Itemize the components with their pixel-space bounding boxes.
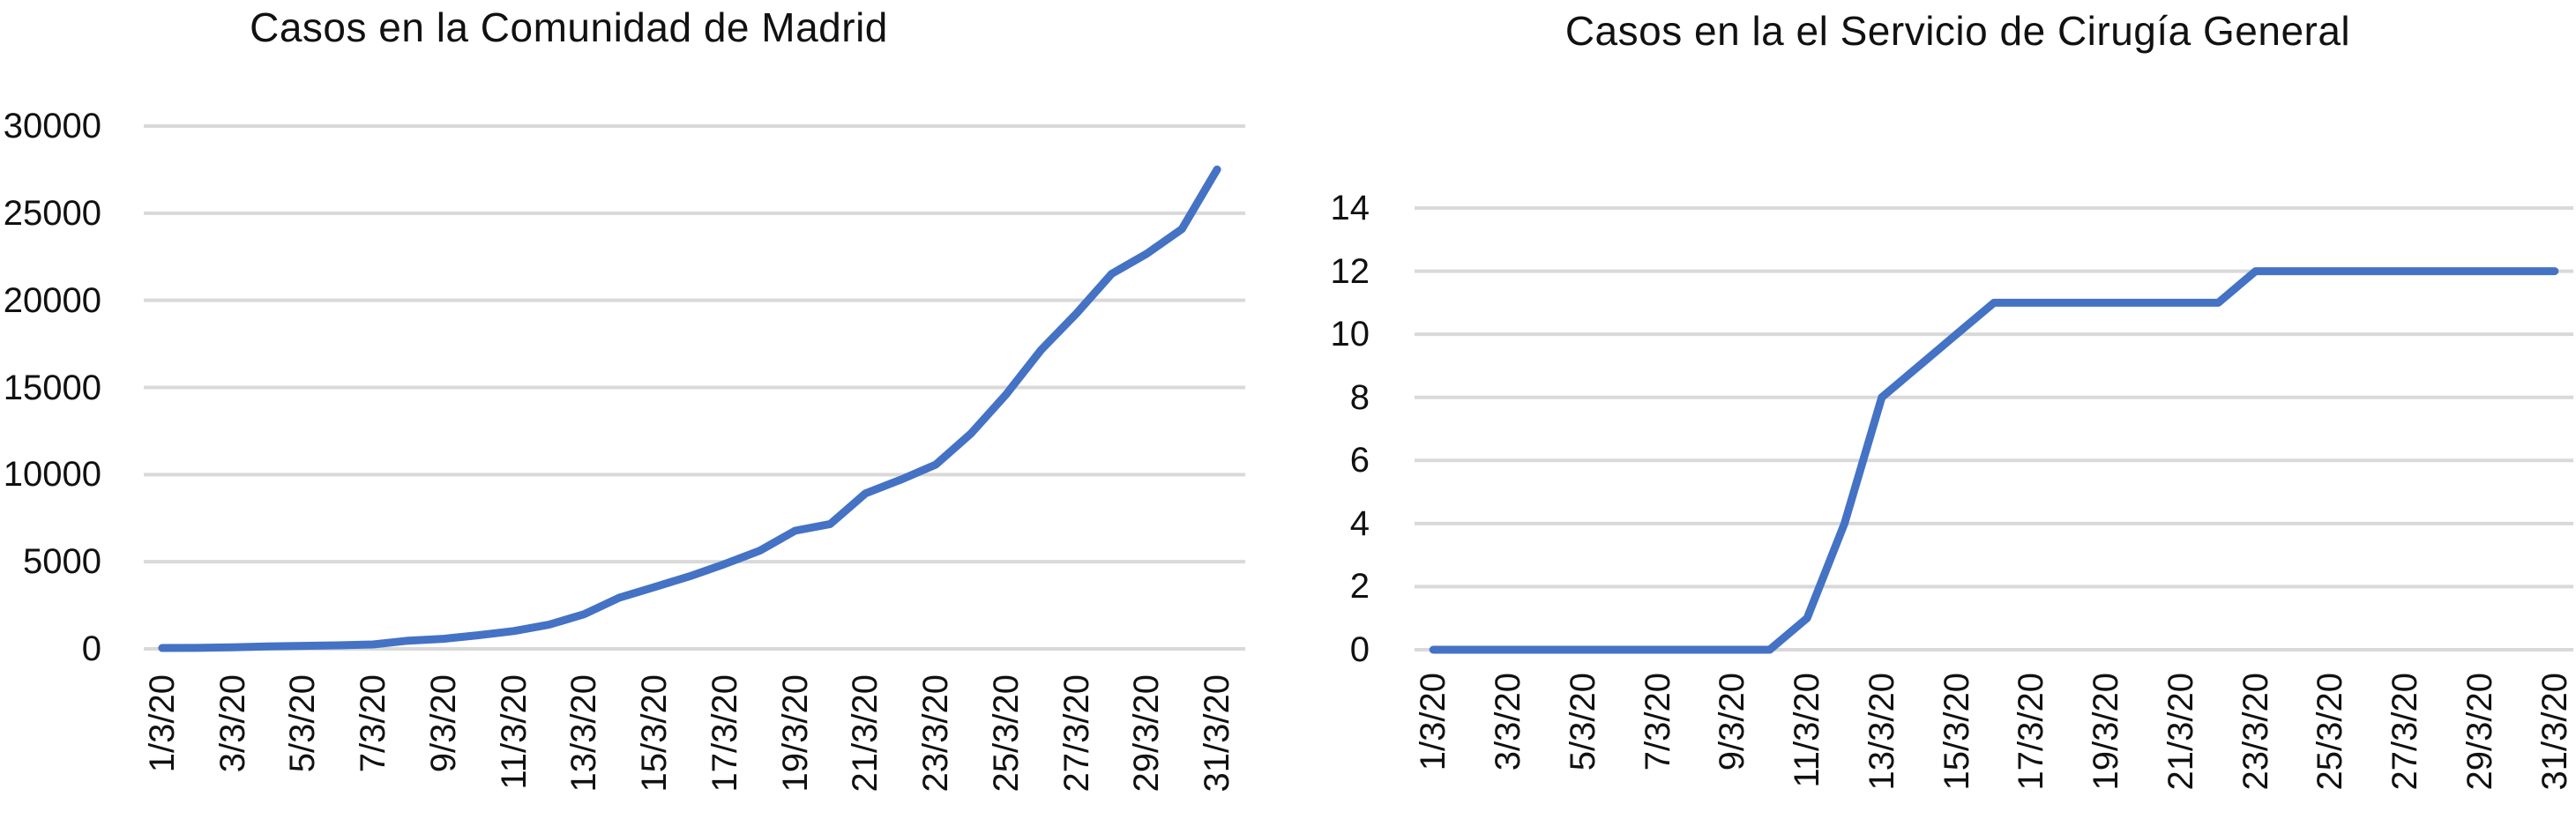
x-axis-tick-label: 29/3/20 bbox=[2460, 673, 2500, 791]
y-axis-tick-label: 0 bbox=[81, 629, 101, 668]
x-axis-tick-label: 9/3/20 bbox=[423, 674, 463, 773]
x-axis-tick-label: 3/3/20 bbox=[213, 674, 252, 773]
chart-madrid-title: Casos en la Comunidad de Madrid bbox=[250, 4, 888, 50]
x-axis-tick-label: 21/3/20 bbox=[2161, 673, 2200, 791]
x-axis-tick-label: 11/3/20 bbox=[494, 674, 534, 790]
x-axis-tick-label: 25/3/20 bbox=[2311, 673, 2350, 791]
y-axis-tick-label: 2 bbox=[1349, 567, 1370, 607]
x-axis-tick-label: 17/3/20 bbox=[2012, 673, 2051, 791]
x-axis-tick-label: 1/3/20 bbox=[142, 674, 182, 773]
x-axis-tick-label: 29/3/20 bbox=[1127, 674, 1167, 793]
x-axis-tick-label: 9/3/20 bbox=[1713, 673, 1752, 771]
x-axis-tick-label: 5/3/20 bbox=[1563, 673, 1602, 771]
y-axis-tick-label: 12 bbox=[1330, 251, 1370, 291]
x-axis-tick-label: 27/3/20 bbox=[1057, 674, 1096, 793]
x-axis-tick-label: 23/3/20 bbox=[2236, 673, 2275, 791]
y-axis-tick-label: 6 bbox=[1349, 441, 1370, 480]
x-axis-tick-label: 7/3/20 bbox=[354, 674, 393, 773]
x-axis-tick-label: 3/3/20 bbox=[1488, 673, 1527, 771]
y-axis-tick-label: 10000 bbox=[3, 455, 101, 495]
x-axis-tick-label: 15/3/20 bbox=[1937, 673, 1976, 791]
x-axis-tick-label: 13/3/20 bbox=[564, 674, 604, 793]
x-axis-tick-label: 5/3/20 bbox=[283, 674, 323, 773]
x-axis-tick-label: 1/3/20 bbox=[1414, 673, 1453, 771]
y-axis-tick-label: 4 bbox=[1349, 503, 1370, 543]
x-axis-tick-label: 21/3/20 bbox=[846, 674, 885, 793]
y-axis-tick-label: 25000 bbox=[3, 193, 101, 233]
x-axis-tick-label: 27/3/20 bbox=[2386, 673, 2425, 791]
y-axis-tick-label: 14 bbox=[1330, 189, 1370, 227]
chart-cirugia-title: Casos en la el Servicio de Cirugía Gener… bbox=[1564, 8, 2351, 54]
x-axis-tick-label: 13/3/20 bbox=[1862, 673, 1901, 791]
x-axis-tick-label: 15/3/20 bbox=[635, 674, 675, 793]
y-axis-tick-label: 5000 bbox=[23, 542, 101, 582]
y-axis-tick-label: 10 bbox=[1330, 315, 1370, 354]
x-axis-tick-label: 19/3/20 bbox=[775, 674, 815, 793]
y-axis-tick-label: 0 bbox=[1349, 630, 1370, 669]
data-series-line bbox=[158, 165, 1221, 652]
x-axis-tick-label: 11/3/20 bbox=[1788, 673, 1827, 788]
x-axis-tick-label: 19/3/20 bbox=[2087, 673, 2126, 791]
y-axis-tick-label: 8 bbox=[1349, 377, 1370, 417]
x-axis-tick-label: 17/3/20 bbox=[705, 674, 744, 793]
x-axis-tick-label: 7/3/20 bbox=[1638, 673, 1677, 771]
x-axis-tick-label: 23/3/20 bbox=[916, 674, 956, 793]
y-axis-tick-label: 20000 bbox=[3, 280, 101, 320]
data-series-line bbox=[1429, 267, 2559, 654]
x-axis-tick-label: 31/3/20 bbox=[2535, 673, 2574, 791]
y-axis-tick-label: 15000 bbox=[3, 368, 101, 407]
y-axis-tick-label: 30000 bbox=[3, 107, 101, 145]
x-axis-tick-label: 25/3/20 bbox=[986, 674, 1026, 793]
x-axis-tick-label: 31/3/20 bbox=[1198, 674, 1237, 793]
